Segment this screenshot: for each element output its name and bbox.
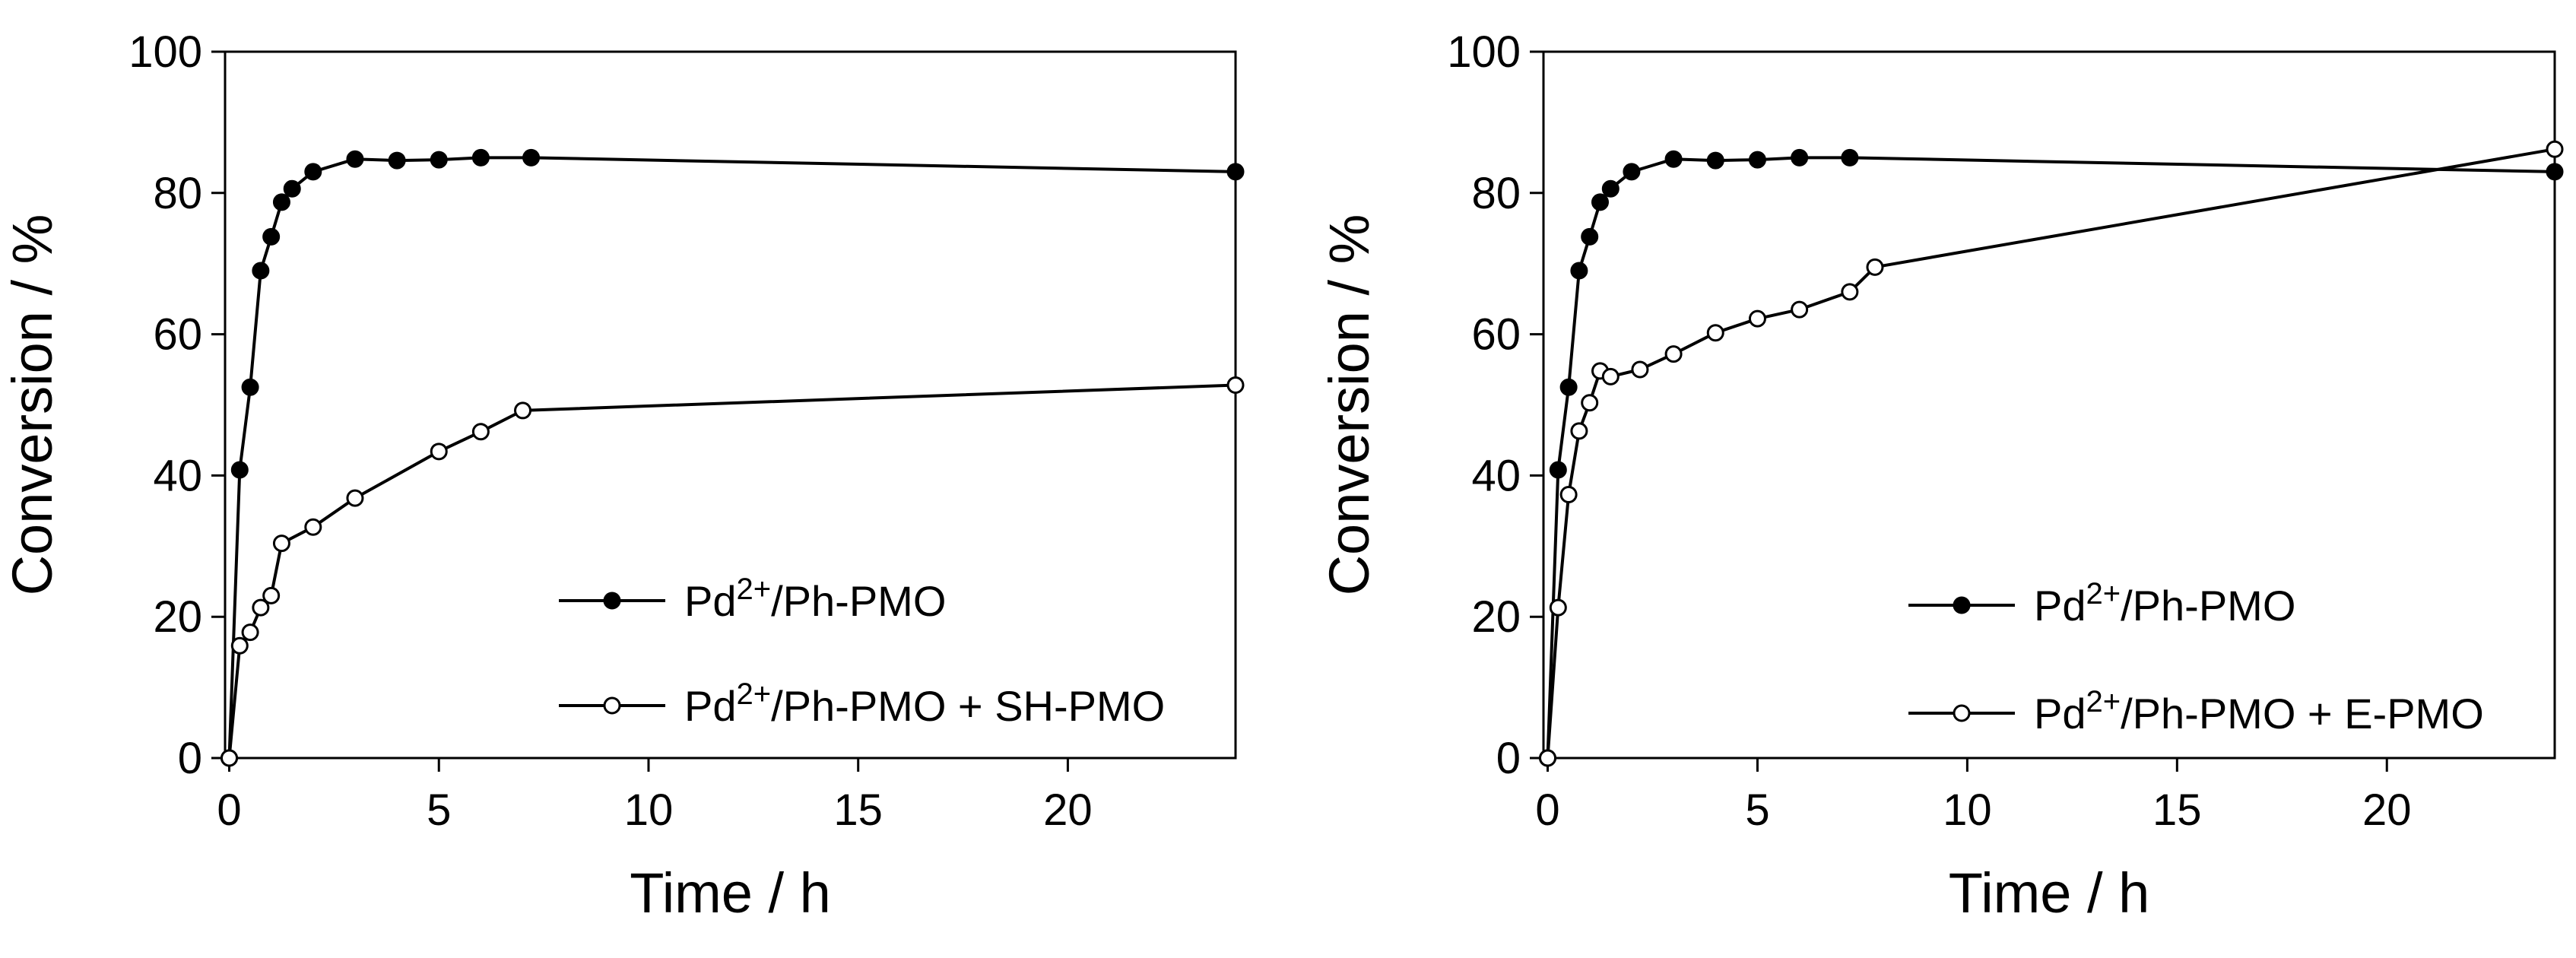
x-tick-label: 10 xyxy=(624,785,674,835)
data-point xyxy=(471,148,490,167)
y-tick-label: 40 xyxy=(1471,451,1521,500)
data-point xyxy=(1866,258,1884,276)
data-point xyxy=(1559,485,1578,503)
data-point xyxy=(1581,227,1599,246)
data-point xyxy=(1791,300,1809,319)
x-tick-label: 10 xyxy=(1943,785,1992,835)
data-point xyxy=(304,163,322,181)
y-tick-label: 60 xyxy=(1471,310,1521,360)
data-point xyxy=(1226,163,1245,181)
legend-label: Pd2+/Ph-PMO + E-PMO xyxy=(2034,685,2484,738)
legend-marker xyxy=(603,592,621,610)
data-point xyxy=(388,151,406,170)
data-point xyxy=(1549,461,1567,479)
y-tick-label: 80 xyxy=(1471,169,1521,218)
data-point xyxy=(1570,422,1588,440)
y-tick-label: 100 xyxy=(128,27,202,77)
y-tick-label: 80 xyxy=(153,169,202,218)
series-line-2 xyxy=(1546,148,2555,759)
data-point xyxy=(230,636,249,655)
legend-label: Pd2+/Ph-PMO + SH-PMO xyxy=(684,677,1165,730)
x-tick-label: 0 xyxy=(217,785,241,835)
y-tick-label: 100 xyxy=(1447,27,1521,77)
x-tick-label: 5 xyxy=(1745,785,1769,835)
x-tick-label: 15 xyxy=(833,785,883,835)
y-tick-label: 0 xyxy=(178,734,202,783)
data-point xyxy=(1791,148,1809,167)
data-point xyxy=(522,148,541,167)
data-point xyxy=(1601,367,1620,385)
legend-marker xyxy=(1953,704,1971,722)
data-point xyxy=(1591,193,1610,211)
data-point xyxy=(1748,151,1766,169)
data-point xyxy=(1601,179,1620,198)
chart-panel-2: 0 20 40 60 80 100 0 5 10 15 20 Time / h Conversion /… xyxy=(1318,27,2564,925)
x-tick-label: 20 xyxy=(2362,785,2412,835)
x-tick-label: 20 xyxy=(1043,785,1093,835)
data-point xyxy=(1539,749,1557,767)
data-point xyxy=(241,378,259,396)
x-axis-label: Time / h xyxy=(1949,861,2150,925)
data-point xyxy=(241,623,259,642)
legend-label: Pd2+/Ph-PMO xyxy=(2034,577,2295,630)
data-point xyxy=(220,749,239,767)
series-line-1 xyxy=(1546,156,2555,759)
y-tick-label: 40 xyxy=(153,451,202,500)
data-point xyxy=(262,227,281,246)
plot-frame xyxy=(224,50,1237,760)
data-point xyxy=(283,179,301,198)
data-point xyxy=(252,262,270,280)
x-tick-label: 15 xyxy=(2152,785,2202,835)
y-tick-label: 20 xyxy=(153,592,202,642)
data-point xyxy=(1623,163,1641,181)
legend-marker xyxy=(603,696,621,715)
data-point xyxy=(2546,163,2564,181)
data-point xyxy=(252,598,270,617)
legend-label: Pd2+/Ph-PMO xyxy=(684,573,946,625)
data-point xyxy=(1570,262,1588,280)
data-point xyxy=(272,535,290,553)
data-point xyxy=(1549,598,1567,617)
data-point xyxy=(430,443,448,461)
data-point xyxy=(471,423,490,441)
x-tick-label: 5 xyxy=(427,785,451,835)
data-point xyxy=(1581,394,1599,412)
data-point xyxy=(1748,309,1766,328)
data-point xyxy=(262,586,281,604)
plot-frame xyxy=(1542,50,2556,760)
data-point xyxy=(304,518,322,536)
y-tick-label: 0 xyxy=(1496,734,1521,783)
data-point xyxy=(1226,376,1245,394)
x-axis-label: Time / h xyxy=(630,861,831,925)
chart-panel-1: 0 20 40 60 80 100 0 5 10 15 20 Time / h Conversion /… xyxy=(1,27,1245,925)
data-point xyxy=(230,461,249,479)
data-point xyxy=(1631,360,1649,379)
data-point xyxy=(346,489,364,507)
series-line-1 xyxy=(227,156,1236,759)
data-point xyxy=(514,401,532,420)
data-point xyxy=(1664,345,1683,363)
y-tick-label: 20 xyxy=(1471,592,1521,642)
y-tick-label: 60 xyxy=(153,310,202,360)
data-point xyxy=(1841,148,1859,167)
data-point xyxy=(2546,140,2564,158)
data-point xyxy=(1664,150,1683,168)
legend-marker xyxy=(1953,596,1971,614)
y-axis-label: Conversion / % xyxy=(1,214,64,596)
y-axis-label: Conversion / % xyxy=(1318,214,1381,596)
data-point xyxy=(1706,324,1724,342)
data-point xyxy=(272,193,290,211)
data-point xyxy=(1841,283,1859,301)
data-point xyxy=(1706,151,1724,170)
data-point xyxy=(346,150,364,168)
data-point xyxy=(430,151,448,169)
x-tick-label: 0 xyxy=(1535,785,1559,835)
data-point xyxy=(1559,378,1578,396)
